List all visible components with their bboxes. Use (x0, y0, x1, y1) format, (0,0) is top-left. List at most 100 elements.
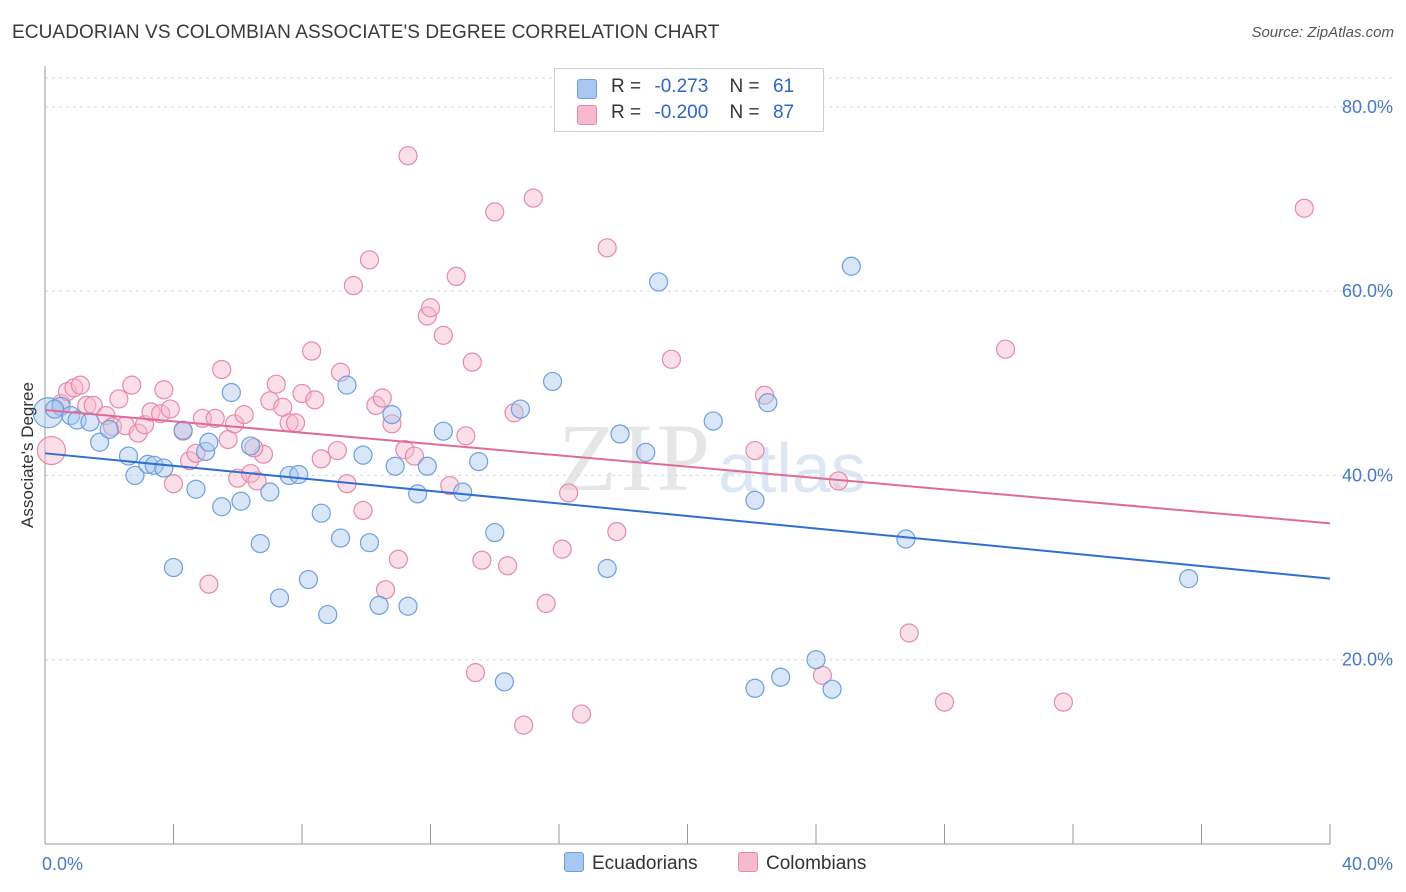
colombian-point (205, 408, 225, 428)
colombian-point (745, 440, 765, 461)
trend-lines (44, 409, 1331, 580)
axes (44, 66, 1331, 845)
ecuadorians-trend-line (44, 452, 1331, 580)
y-tick-label: 60.0% (1342, 281, 1393, 301)
colombian-point (446, 266, 466, 286)
ecuadorian-point (417, 456, 437, 476)
series-swatch-pink (738, 852, 758, 872)
colombian-point (359, 250, 380, 270)
colombian-point (234, 405, 254, 425)
ecuadorian-point (494, 672, 514, 692)
ecuadorian-point (250, 534, 270, 554)
colombian-point (228, 468, 248, 488)
legend-n-value: 87 (772, 102, 795, 123)
colombian-point (388, 549, 408, 569)
ecuadorian-point (125, 465, 145, 486)
colombian-point (151, 404, 171, 424)
ecuadorian-point (45, 399, 65, 419)
ecuadorian-point (186, 479, 206, 499)
colombian-point (1294, 198, 1314, 218)
colombian-point (366, 395, 386, 415)
colombian-point (456, 426, 476, 446)
y-axis-label: Associate's Degree (18, 382, 37, 528)
ecuadorian-point (231, 491, 251, 511)
ecuadorian-point (260, 482, 280, 502)
ecuadorian-point (80, 412, 100, 432)
colombian-point (186, 443, 206, 463)
chart-title: ECUADORIAN VS COLOMBIAN ASSOCIATE'S DEGR… (12, 22, 720, 43)
colombian-point (305, 390, 325, 410)
colombian-point (404, 446, 425, 466)
ecuadorian-point (289, 464, 309, 485)
ecuadorian-point (610, 424, 630, 444)
correlation-legend: R = -0.273 N = 61 R = -0.200 N = 87 (554, 68, 824, 132)
ecuadorian-point (385, 456, 405, 476)
legend-r-value: -0.273 (654, 76, 709, 97)
ecuadorian-point (822, 679, 842, 699)
colombian-point (212, 359, 232, 380)
legend-r-label: R = (611, 76, 642, 97)
ecuadorian-point (806, 650, 826, 670)
x-tick-label: 0.0% (42, 854, 83, 874)
ecuadorian-point (199, 432, 219, 452)
colombian-point (285, 413, 306, 433)
colombian-point (465, 663, 486, 683)
series-label: Ecuadorians (592, 853, 698, 874)
ecuadorian-point (90, 432, 110, 452)
ecuadorian-point (703, 411, 723, 431)
ecuadorian-point (359, 533, 380, 553)
legend-n-value: 61 (772, 76, 795, 97)
legend-r-value: -0.200 (654, 102, 709, 123)
colombian-point (514, 715, 534, 735)
series-legend-colombians[interactable]: Colombians (738, 852, 866, 875)
ecuadorian-point (311, 503, 331, 523)
y-tick-label: 40.0% (1342, 465, 1393, 485)
y-tick-label: 80.0% (1342, 97, 1393, 117)
ecuadorian-point (353, 445, 373, 465)
legend-n-label: N = (729, 102, 760, 123)
ecuadorian-point (510, 399, 531, 419)
ecuadorian-point (597, 558, 617, 579)
colombian-point (462, 352, 482, 372)
colombian-point (372, 388, 392, 408)
ecuadorian-point (1179, 569, 1199, 589)
colombian-point (934, 692, 955, 712)
colombian-point (327, 440, 347, 461)
colombian-point (523, 188, 543, 208)
ecuadorian-point (173, 420, 193, 440)
colombian-point (420, 298, 441, 318)
ecuadorian-point (318, 604, 338, 625)
y-tick-label: 20.0% (1342, 650, 1393, 670)
colombian-point (109, 389, 129, 409)
ecuadorian-point (269, 588, 290, 608)
colombian-point (266, 374, 286, 394)
ecuadorian-point (636, 442, 656, 462)
ecuadorian-point (771, 667, 791, 687)
ecuadorian-point (408, 484, 428, 504)
colombian-point (607, 522, 627, 542)
colombian-point (504, 403, 524, 423)
ecuadorian-point (337, 375, 357, 395)
colombian-point (395, 440, 415, 460)
colombian-point (244, 438, 264, 458)
colombian-point (536, 593, 556, 614)
colombian-point (398, 146, 418, 166)
colombian-point (247, 471, 267, 491)
ecuadorian-point (298, 569, 319, 590)
legend-r-label: R = (611, 102, 642, 123)
ecuadorian-point (758, 393, 778, 413)
colombian-point (899, 623, 919, 643)
colombian-point (179, 451, 200, 471)
series-swatch-blue (564, 852, 584, 872)
ecuadorian-point (896, 529, 916, 549)
ecuadorian-point (485, 522, 505, 543)
colombian-point (154, 380, 174, 400)
ecuadorian-point (542, 371, 563, 392)
ecuadorian-point (382, 405, 402, 425)
colombian-point (302, 341, 322, 361)
series-legend-ecuadorians[interactable]: Ecuadorians (564, 852, 698, 875)
colombian-point (122, 375, 142, 395)
ecuadorian-point (398, 596, 418, 616)
y-tick-labels: 20.0% 40.0% 60.0% 80.0% (1342, 97, 1393, 670)
colombian-point (597, 238, 617, 258)
